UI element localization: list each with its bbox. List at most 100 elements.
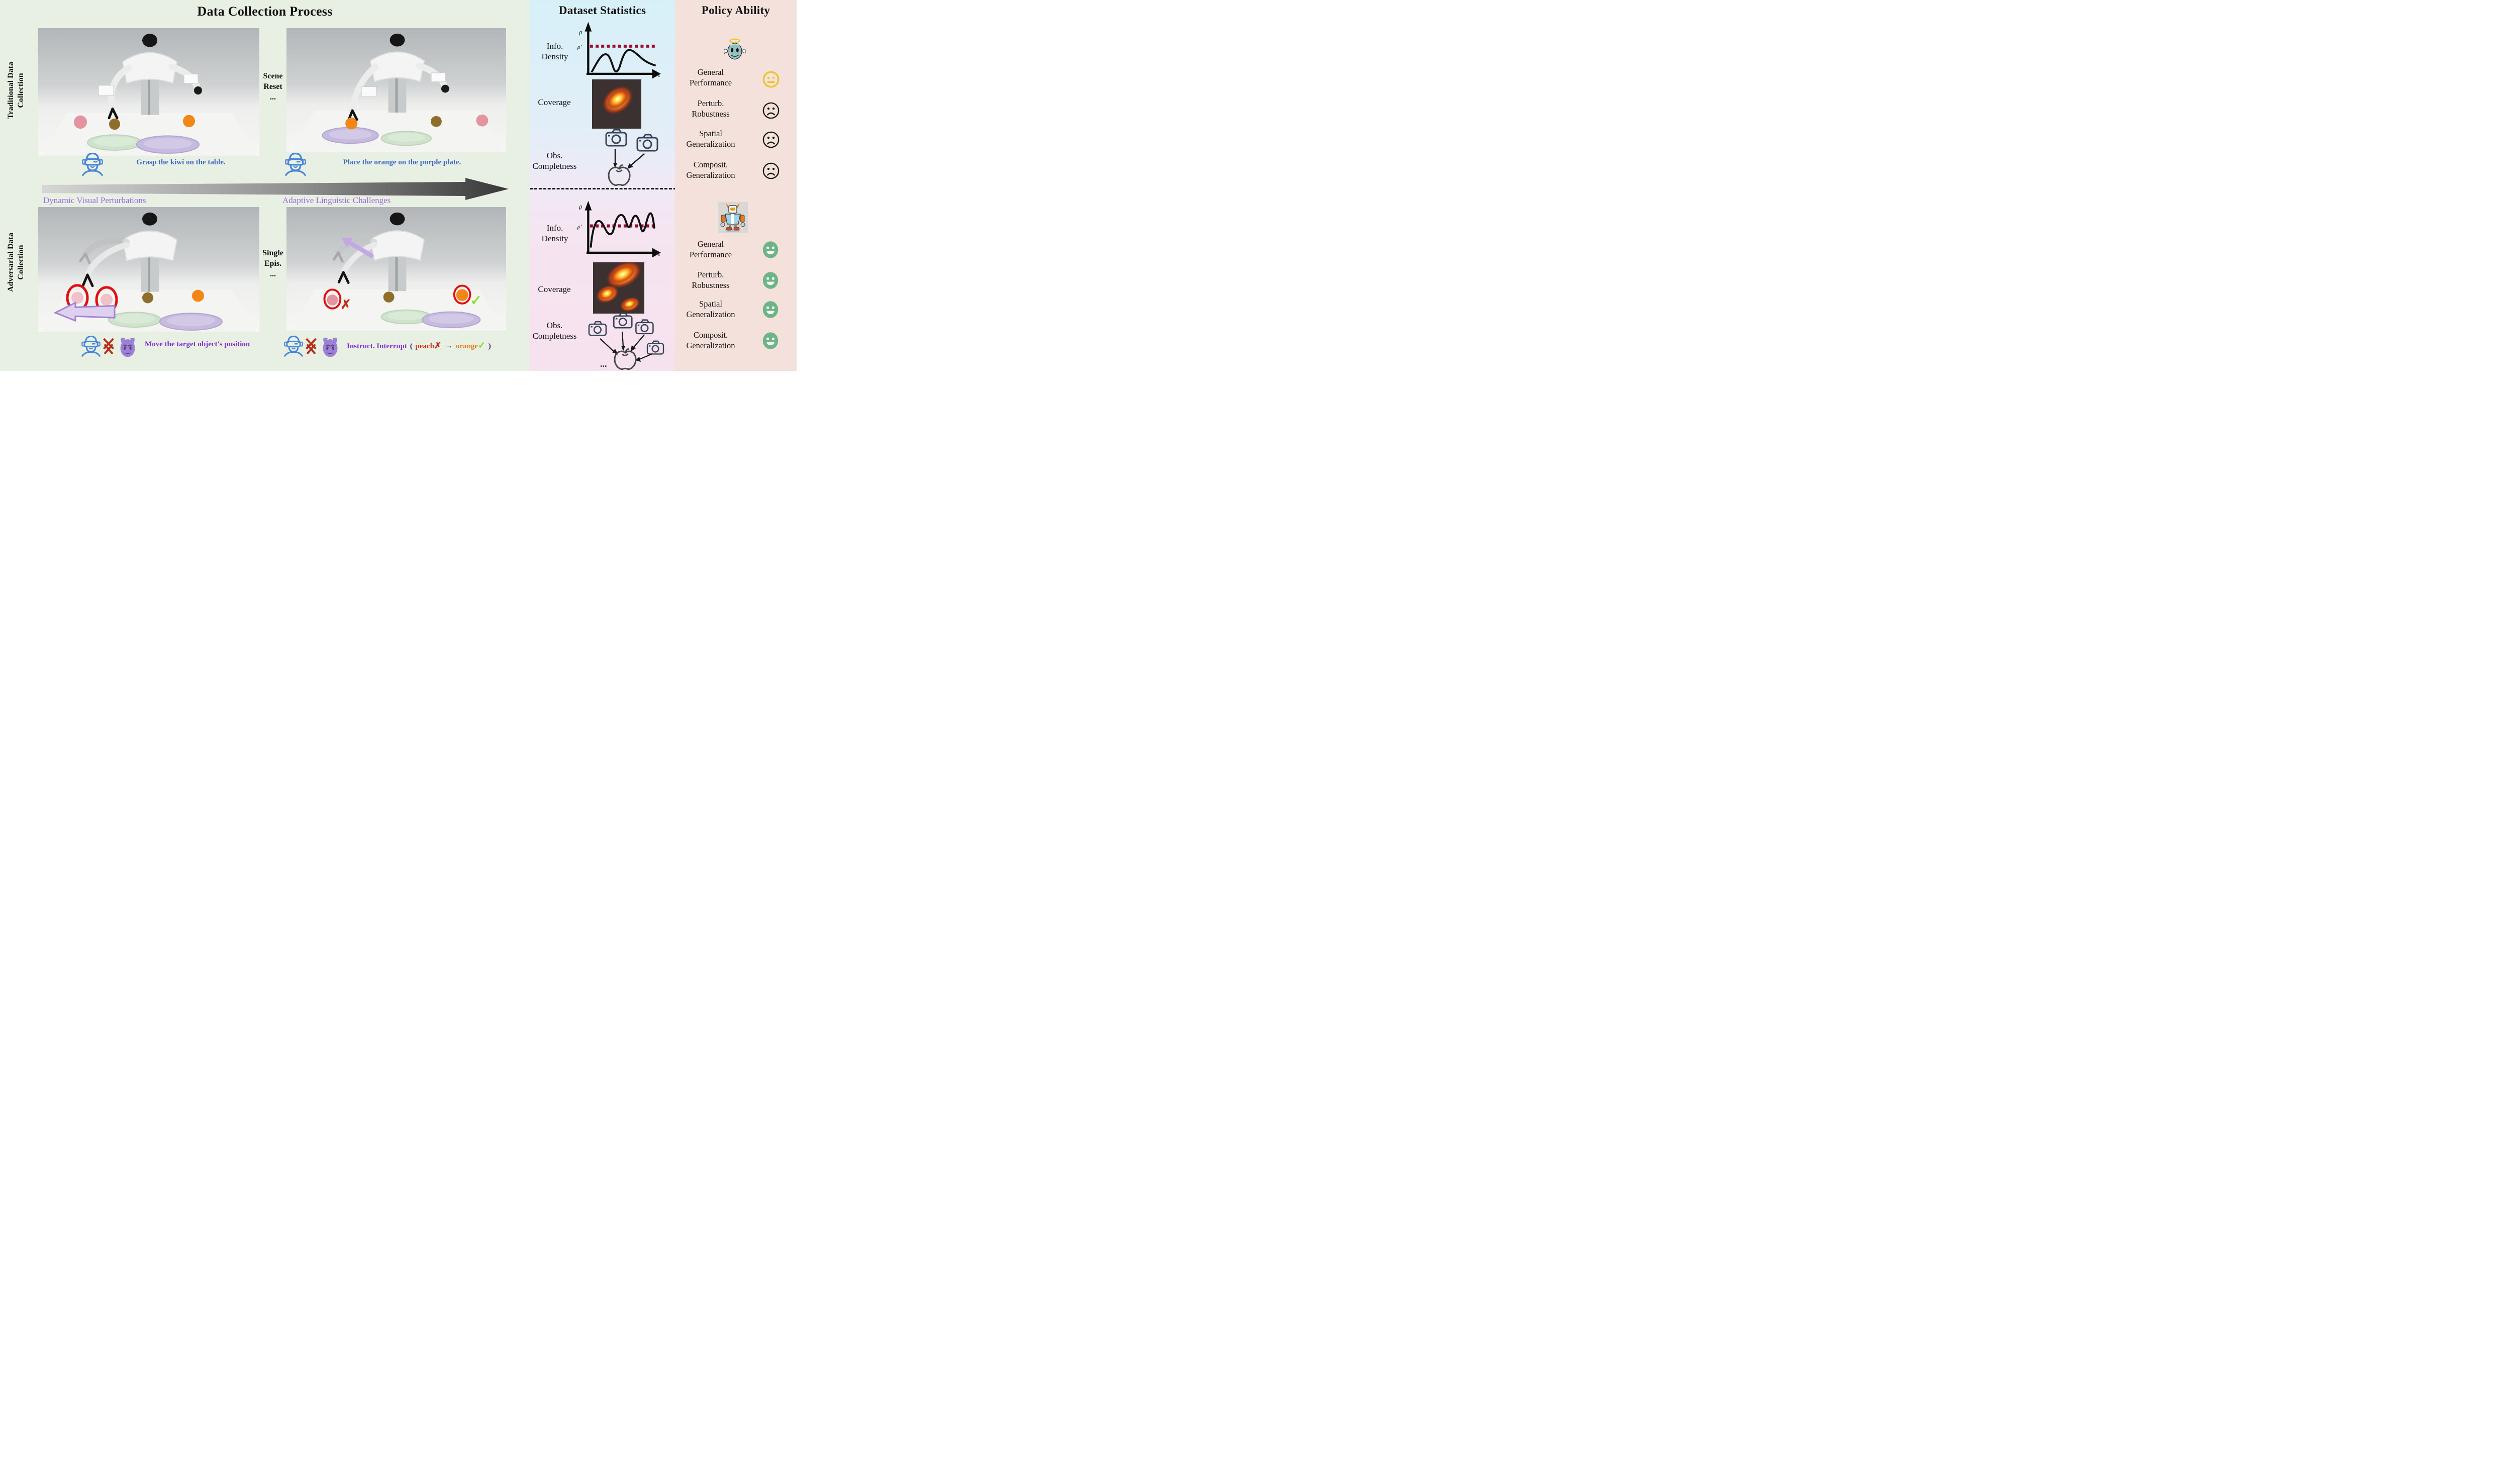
section-divider — [530, 188, 793, 189]
instruction-caption-2: Place the orange on the purple plate. — [343, 158, 461, 166]
camera-icon — [588, 321, 607, 336]
stats-title: Dataset Statistics — [558, 4, 646, 17]
single-episode-label: Single Epis. ... — [262, 249, 283, 278]
timeline-arrow — [42, 178, 509, 200]
adversarial-caption-1: Move the target object's position — [145, 340, 250, 348]
peach-fruit — [71, 291, 83, 304]
obs-completeness-diagram-top — [605, 129, 658, 186]
happy-face-icon — [762, 241, 779, 258]
orange-fruit — [183, 115, 195, 128]
density-curve — [591, 49, 656, 73]
kiwi-fruit — [142, 292, 153, 304]
arrow-glyph: → — [444, 341, 453, 350]
perturb-arrow-annotation — [347, 240, 374, 258]
red-circle-annotation — [453, 284, 471, 305]
obs-completeness-label-bottom: Obs. Completness — [532, 321, 577, 341]
info-density-label-top: Info. Density — [541, 41, 568, 61]
camera-icon — [646, 340, 664, 355]
peach-fruit — [327, 294, 338, 306]
angel-emoji-icon — [724, 38, 746, 60]
vr-operator-icon — [82, 152, 103, 176]
photo-traditional-place — [286, 28, 506, 152]
camera-icon — [605, 129, 627, 147]
ellipsis-label: ... — [600, 359, 607, 369]
coverage-heatmap-bottom — [593, 262, 644, 314]
photo-adversarial-linguistic: ✗ ✓ — [286, 207, 506, 331]
rho-prime-label: ρ' — [577, 223, 582, 230]
policy-row-general-performance: General Performance — [689, 67, 732, 87]
ghost-arm — [79, 237, 130, 264]
double-cross-icon — [103, 338, 114, 354]
camera-icon — [613, 313, 633, 329]
ghost-arm — [332, 238, 377, 263]
peach-fruit — [74, 115, 87, 129]
kiwi-fruit — [109, 118, 120, 130]
coverage-label-bottom: Coverage — [538, 284, 571, 294]
dynamic-visual-perturbations-label: Dynamic Visual Perturbations — [43, 195, 146, 205]
photo-traditional-grasp — [38, 28, 259, 156]
coverage-heatmap-top — [592, 79, 641, 129]
obs-completeness-label-top: Obs. Completness — [532, 151, 577, 171]
sad-face-icon — [762, 102, 780, 119]
orange-fruit — [345, 117, 358, 130]
move-left-arrow-annotation — [53, 302, 116, 322]
robot-avatar-icon — [718, 202, 748, 233]
policy-title: Policy Ability — [701, 4, 770, 17]
orange-fruit — [192, 289, 204, 302]
happy-face-icon — [762, 301, 779, 318]
vr-operator-icon — [285, 152, 306, 176]
adversarial-side-label: Adversarial Data Collection — [7, 233, 25, 292]
devil-emoji-icon — [120, 337, 135, 357]
policy-row-perturb-robustness: Perturb. Robustness — [692, 98, 730, 119]
collection-title: Data Collection Process — [197, 4, 333, 19]
cross-glyph: ✗ — [434, 341, 442, 350]
check-glyph: ✓ — [477, 340, 486, 350]
apple-icon — [608, 164, 631, 186]
devil-emoji-icon — [323, 337, 338, 357]
info-density-chart-bottom: ρ ρ' t — [577, 201, 661, 258]
policy-row-general-performance: General Performance — [689, 239, 732, 259]
happy-face-icon — [762, 272, 779, 289]
cross-annotation: ✗ — [340, 298, 351, 312]
peach-fruit — [101, 293, 113, 306]
policy-row-perturb-robustness: Perturb. Robustness — [692, 270, 730, 290]
t-axis-label: t — [658, 71, 660, 78]
orange-fruit — [456, 289, 468, 301]
rho-axis-label: ρ — [578, 203, 582, 210]
policy-row-spatial-generalization: Spatial Generalization — [686, 129, 735, 149]
policy-row-spatial-generalization: Spatial Generalization — [686, 299, 735, 319]
sad-face-icon — [762, 162, 780, 179]
check-annotation: ✓ — [470, 292, 481, 308]
kiwi-fruit — [383, 291, 395, 303]
info-density-label-bottom: Info. Density — [541, 223, 568, 243]
traditional-side-label: Traditional Data Collection — [7, 62, 25, 119]
apple-icon — [614, 348, 637, 370]
t-axis-label: t — [658, 250, 660, 257]
scene-reset-label: Scene Reset ... — [263, 72, 283, 102]
perturb-arrow-head — [341, 238, 353, 248]
camera-icon — [635, 319, 654, 335]
data-collection-panel: Data Collection Process Traditional Data… — [0, 0, 530, 371]
neutral-face-icon — [762, 71, 780, 88]
density-curve — [590, 212, 655, 248]
photo-adversarial-visual — [38, 207, 259, 332]
vr-operator-icon — [284, 335, 303, 357]
adversarial-caption-2: Instruct. Interrupt ( peach✗ → orange✓ ) — [347, 340, 491, 350]
happy-face-icon — [762, 332, 779, 349]
double-cross-icon — [306, 338, 317, 354]
figure-canvas: Data Collection Process Traditional Data… — [0, 0, 797, 371]
obs-completeness-diagram-bottom: ... — [588, 313, 664, 370]
instruction-caption-1: Grasp the kiwi on the table. — [136, 158, 226, 166]
sad-face-icon — [762, 131, 780, 148]
info-density-chart-top: ρ ρ' t — [577, 22, 661, 79]
coverage-label-top: Coverage — [538, 97, 571, 107]
red-circle-annotation — [323, 288, 342, 310]
rho-axis-label: ρ — [578, 29, 582, 36]
camera-icon — [636, 134, 658, 152]
adaptive-linguistic-challenges-label: Adaptive Linguistic Challenges — [282, 195, 391, 205]
kiwi-fruit — [431, 116, 442, 127]
vr-operator-icon — [81, 335, 101, 357]
rho-prime-label: ρ' — [577, 43, 582, 50]
policy-row-composit-generalization: Composit. Generalization — [686, 160, 735, 180]
policy-row-composit-generalization: Composit. Generalization — [686, 330, 735, 350]
